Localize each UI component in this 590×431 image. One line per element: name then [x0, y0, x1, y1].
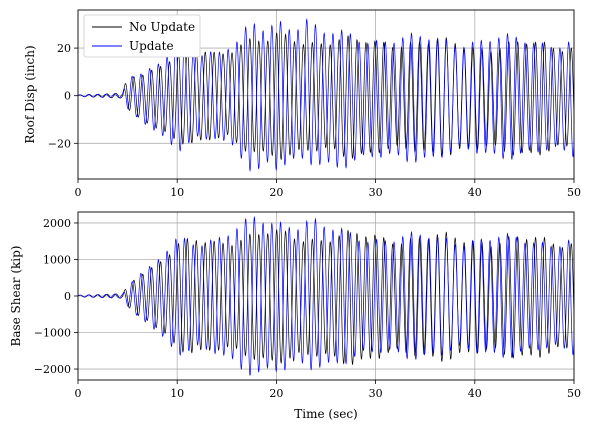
base-shear-panel: 0 10 20 30 40 50 −2000 −1000 0 1000 2000 Base Shea…	[9, 211, 581, 421]
base-shear-series	[78, 215, 574, 376]
legend-box	[83, 14, 201, 58]
base-shear-y-axis-label: Base Shear (kip)	[9, 246, 23, 347]
roof-disp-axes-frame	[77, 9, 575, 180]
roof-disp-series	[78, 18, 574, 172]
x-tick-label: 10	[170, 387, 184, 400]
series-line-no-update	[78, 32, 574, 161]
x-tick-label: 10	[170, 186, 184, 199]
y-tick-label: 0	[64, 290, 71, 303]
y-tick-label: −2000	[34, 363, 71, 376]
y-tick-label: −1000	[34, 327, 71, 340]
x-tick-label: 40	[468, 186, 482, 199]
series-line-no-update	[78, 229, 574, 366]
x-tick-label: 30	[369, 387, 383, 400]
series-line-update	[78, 18, 574, 172]
y-tick-label: 20	[57, 42, 71, 55]
time-x-axis-label: Time (sec)	[294, 407, 357, 421]
base-shear-grid	[78, 212, 574, 380]
roof-disp-panel: 0 10 20 30 40 50 −20 0 20 Roof Disp (inch) No Up…	[23, 9, 581, 199]
x-tick-label: 0	[75, 387, 82, 400]
x-tick-label: 20	[269, 186, 283, 199]
y-tick-label: −20	[48, 137, 71, 150]
legend: No Update Update	[83, 14, 201, 58]
x-tick-label: 50	[567, 186, 581, 199]
legend-label-no-update: No Update	[129, 20, 195, 34]
x-tick-label: 50	[567, 387, 581, 400]
legend-label-update: Update	[129, 39, 174, 53]
roof-disp-ticks: 0 10 20 30 40 50 −20 0 20	[48, 42, 581, 199]
x-tick-label: 40	[468, 387, 482, 400]
y-tick-label: 2000	[43, 217, 71, 230]
series-line-update	[78, 215, 574, 376]
base-shear-ticks: 0 10 20 30 40 50 −2000 −1000 0 1000 2000	[34, 217, 581, 400]
x-tick-label: 20	[269, 387, 283, 400]
roof-disp-y-axis-label: Roof Disp (inch)	[23, 45, 37, 143]
y-tick-label: 0	[64, 90, 71, 103]
x-tick-label: 0	[75, 186, 82, 199]
y-tick-label: 1000	[43, 253, 71, 266]
x-tick-label: 30	[369, 186, 383, 199]
